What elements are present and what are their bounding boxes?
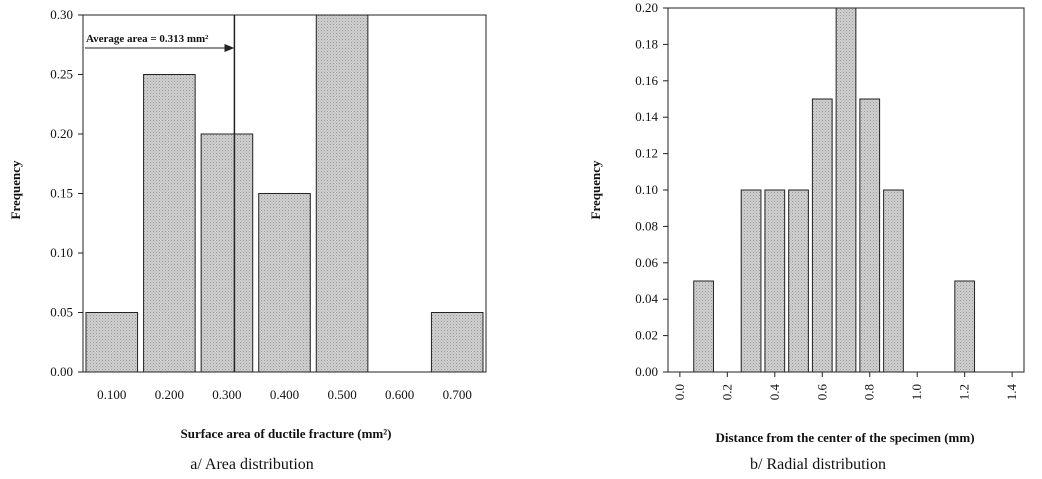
y-tick-label: 0.10 <box>50 245 73 260</box>
bar-0.1 <box>693 280 714 373</box>
x-tick-label: 0.600 <box>385 387 414 402</box>
y-axis-label: Frequency <box>8 160 23 219</box>
x-tick-label: 1.4 <box>1004 384 1019 401</box>
x-tick-label: 0.500 <box>327 387 356 402</box>
bar-0.200 <box>143 74 196 373</box>
bar-0.400 <box>258 193 311 373</box>
bar-1.2 <box>954 280 976 373</box>
y-tick-label: 0.25 <box>50 67 73 82</box>
y-tick-label: 0.14 <box>635 109 658 124</box>
x-tick-label: 0.700 <box>443 387 472 402</box>
area-distribution-chart: 0.00 0.05 0.10 0.15 0.20 0.25 0.30 0.100 0.200 0… <box>8 7 487 473</box>
bar-0.5 <box>788 189 809 373</box>
bar-0.9 <box>883 189 904 373</box>
y-tick-label: 0.00 <box>50 364 73 379</box>
bar-0.4 <box>764 189 786 373</box>
y-tick-label: 0.20 <box>635 0 658 15</box>
y-tick-label: 0.02 <box>635 328 658 343</box>
chart-caption: a/ Area distribution <box>190 456 314 473</box>
x-tick-label: 0.400 <box>270 387 299 402</box>
bar-0.100 <box>85 312 139 373</box>
bar-0.500 <box>315 14 369 373</box>
x-tick-label: 1.0 <box>909 384 924 400</box>
x-tick-label: 1.2 <box>957 384 972 400</box>
x-tick-label: 0.300 <box>212 387 241 402</box>
x-tick-label: 0.200 <box>155 387 184 402</box>
y-axis-label: Frequency <box>588 160 603 219</box>
chart-caption: b/ Radial distribution <box>750 456 886 473</box>
y-tick-label: 0.16 <box>635 73 658 88</box>
x-axis-label: Distance from the center of the specimen… <box>715 430 974 445</box>
y-tick-label: 0.10 <box>635 182 658 197</box>
bar-0.700 <box>430 312 484 373</box>
x-tick-label: 0.0 <box>672 384 687 400</box>
y-tick-label: 0.08 <box>635 218 658 233</box>
y-tick-label: 0.06 <box>635 255 658 270</box>
x-tick-label: 0.8 <box>862 384 877 400</box>
bar-0.3 <box>740 189 762 373</box>
average-annotation: Average area = 0.313 mm² <box>86 33 209 45</box>
x-tick-label: 0.100 <box>97 387 126 402</box>
y-tick-label: 0.30 <box>50 7 73 22</box>
bar-0.8 <box>859 98 881 373</box>
bar-0.300 <box>200 133 254 373</box>
y-tick-label: 0.18 <box>635 36 658 51</box>
x-axis-label: Surface area of ductile fracture (mm²) <box>181 426 392 441</box>
y-tick-label: 0.20 <box>50 126 73 141</box>
y-tick-label: 0.12 <box>635 146 658 161</box>
y-tick-label: 0.00 <box>635 364 658 379</box>
y-tick-label: 0.04 <box>635 291 658 306</box>
bar-0.6 <box>811 98 833 373</box>
x-tick-label: 0.6 <box>814 384 829 401</box>
x-tick-label: 0.4 <box>767 384 782 401</box>
radial-distribution-chart: 0.00 0.02 0.04 0.06 0.08 0.10 0.12 0.14 0.16 0.18… <box>588 0 1025 473</box>
x-tick-label: 0.2 <box>719 384 734 400</box>
bar-0.7 <box>835 7 857 373</box>
y-tick-label: 0.15 <box>50 186 73 201</box>
y-tick-label: 0.05 <box>50 305 73 320</box>
